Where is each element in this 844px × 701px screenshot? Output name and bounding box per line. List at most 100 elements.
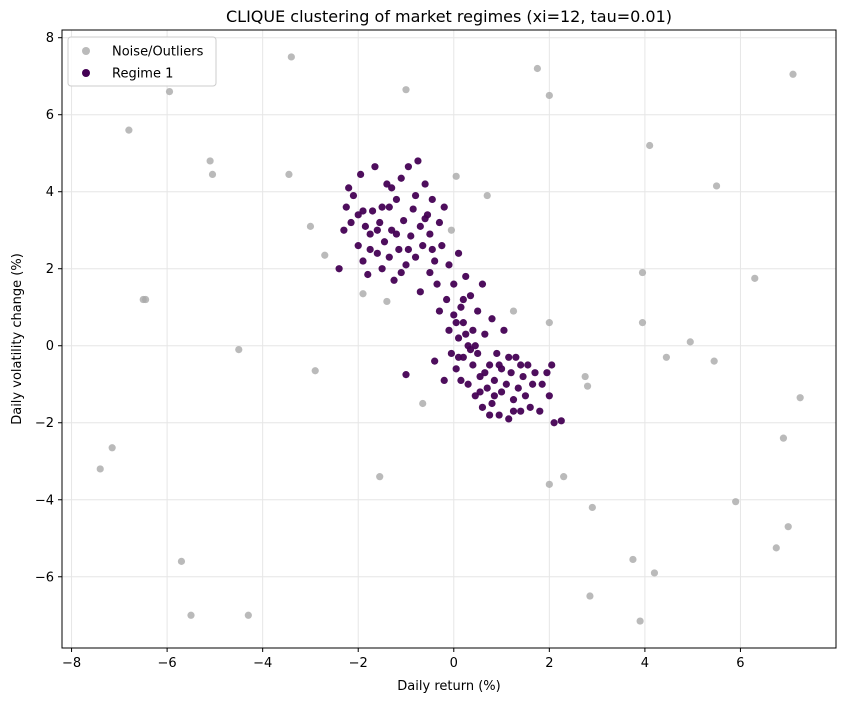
data-point (638, 268, 647, 277)
data-point (550, 419, 558, 427)
data-point (388, 226, 396, 234)
data-point (368, 207, 377, 215)
data-point (459, 319, 467, 327)
grid-lines (62, 30, 836, 648)
data-point (385, 253, 393, 261)
data-point (483, 384, 491, 392)
data-point (244, 611, 252, 619)
data-point (478, 403, 487, 411)
data-point (285, 170, 293, 178)
data-point (514, 384, 522, 392)
data-point (440, 203, 448, 211)
data-point (380, 238, 389, 246)
data-point (789, 70, 797, 78)
data-point (486, 411, 494, 419)
legend-marker (82, 69, 90, 77)
data-point (686, 338, 694, 346)
data-point (466, 345, 475, 354)
data-point (450, 311, 458, 319)
data-point (142, 295, 150, 304)
data-point (445, 261, 453, 269)
data-point (378, 265, 386, 273)
data-points (96, 53, 804, 625)
data-point (524, 361, 532, 369)
data-point (366, 245, 374, 254)
data-point (751, 274, 759, 282)
data-point (378, 203, 386, 211)
data-point (474, 307, 482, 315)
data-point (397, 268, 405, 277)
data-point (638, 319, 647, 327)
data-point (497, 388, 506, 396)
data-point (383, 180, 391, 188)
data-point (208, 170, 217, 178)
data-point (435, 307, 444, 315)
data-point (495, 361, 503, 369)
data-point (411, 191, 420, 200)
legend-label: Regime 1 (112, 67, 173, 82)
data-point (488, 399, 496, 408)
data-point (96, 465, 104, 473)
data-point (428, 195, 436, 204)
data-point (454, 334, 463, 342)
data-point (586, 592, 594, 600)
y-tick-label: 2 (46, 262, 54, 277)
data-point (471, 392, 479, 400)
data-point (359, 207, 367, 215)
data-point (411, 253, 420, 261)
data-point (502, 380, 510, 388)
data-point (533, 64, 541, 73)
x-axis-ticks: −8 −6 −4 −2 0 2 4 6 (62, 648, 745, 671)
data-point (400, 216, 408, 225)
data-point (650, 569, 659, 577)
data-point (454, 249, 463, 257)
data-point (476, 372, 484, 381)
data-point (371, 163, 379, 171)
data-point (529, 380, 537, 388)
data-point (311, 367, 319, 375)
data-point (796, 394, 804, 402)
data-point (364, 270, 372, 279)
data-point (440, 376, 448, 384)
legend-marker (82, 47, 90, 55)
data-point (500, 326, 508, 334)
data-point (404, 163, 412, 171)
data-point (206, 157, 214, 165)
data-point (531, 369, 539, 377)
data-point (402, 261, 410, 269)
data-point (526, 403, 534, 411)
data-point (354, 242, 362, 250)
data-point (483, 191, 491, 200)
data-point (385, 203, 393, 211)
data-point (466, 292, 475, 300)
data-point (646, 141, 654, 150)
data-point (521, 392, 530, 400)
legend: Noise/Outliers Regime 1 (67, 36, 217, 87)
data-point (177, 557, 186, 565)
data-point (397, 174, 405, 182)
data-point (471, 342, 479, 350)
data-point (404, 245, 412, 254)
data-point (340, 226, 348, 234)
data-point (108, 444, 116, 452)
data-point (469, 361, 477, 369)
data-point (505, 415, 513, 423)
data-point (493, 349, 501, 358)
x-tick-label: 4 (641, 656, 649, 671)
data-point (629, 555, 637, 564)
data-point (335, 265, 343, 273)
data-point (462, 330, 470, 338)
y-tick-label: 8 (46, 31, 54, 46)
data-point (235, 345, 243, 354)
data-point (772, 544, 780, 552)
data-point (373, 249, 381, 257)
data-point (545, 392, 553, 400)
data-point (395, 245, 403, 254)
legend-box (67, 36, 217, 87)
data-point (490, 392, 498, 400)
data-point (732, 498, 740, 506)
data-point (662, 353, 670, 361)
data-point (402, 86, 410, 94)
data-point (359, 290, 367, 298)
data-point (519, 372, 527, 381)
